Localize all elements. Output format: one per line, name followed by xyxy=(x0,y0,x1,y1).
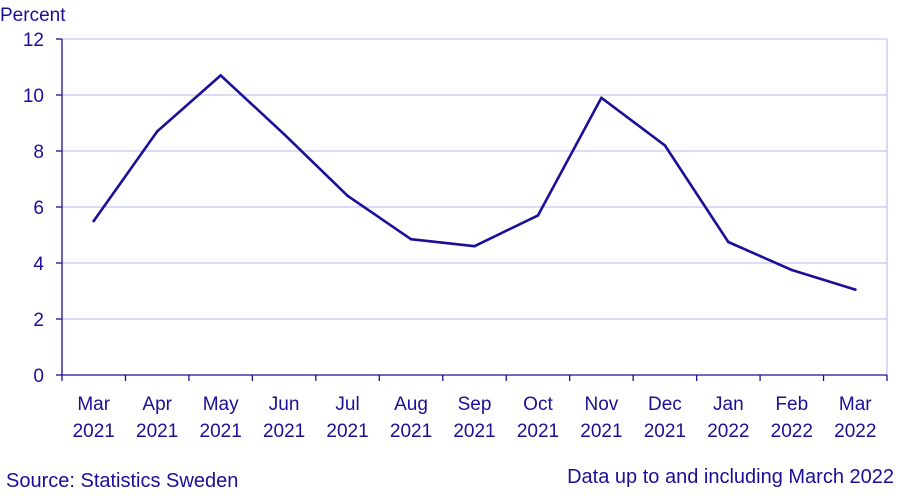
x-tick-label: Aug 2021 xyxy=(390,394,432,442)
data-point xyxy=(663,144,667,147)
gridlines xyxy=(62,38,888,375)
x-tick-label: Dec 2021 xyxy=(644,394,686,442)
y-tick-label: 6 xyxy=(33,198,44,219)
y-tick-labels: 0 2 4 6 8 10 12 xyxy=(23,30,45,387)
y-tick-label: 4 xyxy=(33,254,44,275)
y-tick-label: 12 xyxy=(23,30,44,51)
data-point xyxy=(536,214,540,217)
data-point xyxy=(155,130,159,133)
x-tick-label: Oct 2021 xyxy=(517,394,559,442)
y-tick-label: 8 xyxy=(33,142,44,163)
y-tick-label: 0 xyxy=(33,366,44,387)
data-point xyxy=(92,219,96,223)
data-point xyxy=(346,194,349,198)
source-note: Source: Statistics Sweden xyxy=(6,470,239,492)
y-tick-label: 10 xyxy=(23,86,44,107)
data-point xyxy=(473,244,476,248)
series-lines xyxy=(92,74,857,291)
y-tick-label: 2 xyxy=(33,310,44,331)
data-point xyxy=(790,268,794,272)
x-tick-labels: Mar 2021 Apr 2021 May 2021 Jun 2021 Jul 2021 Aug 20… xyxy=(73,394,877,442)
data-point xyxy=(219,74,222,77)
data-range-note: Data up to and including March 2022 xyxy=(567,466,894,488)
x-tick-label: Feb 2022 xyxy=(771,394,813,442)
axes xyxy=(56,38,888,381)
x-tick-label: Jan 2022 xyxy=(707,394,749,442)
series-line-0 xyxy=(92,74,857,291)
data-point xyxy=(282,132,286,136)
x-tick-label: Mar 2022 xyxy=(834,394,876,442)
data-point xyxy=(409,237,413,241)
y-axis-label: Percent xyxy=(0,5,66,26)
x-tick-label: Nov 2021 xyxy=(580,394,622,442)
x-tick-label: Apr 2021 xyxy=(136,394,178,442)
data-point xyxy=(600,96,603,100)
x-tick-label: Jun 2021 xyxy=(263,394,305,442)
x-tick-label: May 2021 xyxy=(200,394,242,442)
x-tick-label: Sep 2021 xyxy=(453,394,495,442)
x-tick-label: Mar 2021 xyxy=(73,394,115,442)
data-point xyxy=(727,240,730,244)
x-tick-label: Jul 2021 xyxy=(326,394,368,442)
data-point xyxy=(853,288,857,291)
